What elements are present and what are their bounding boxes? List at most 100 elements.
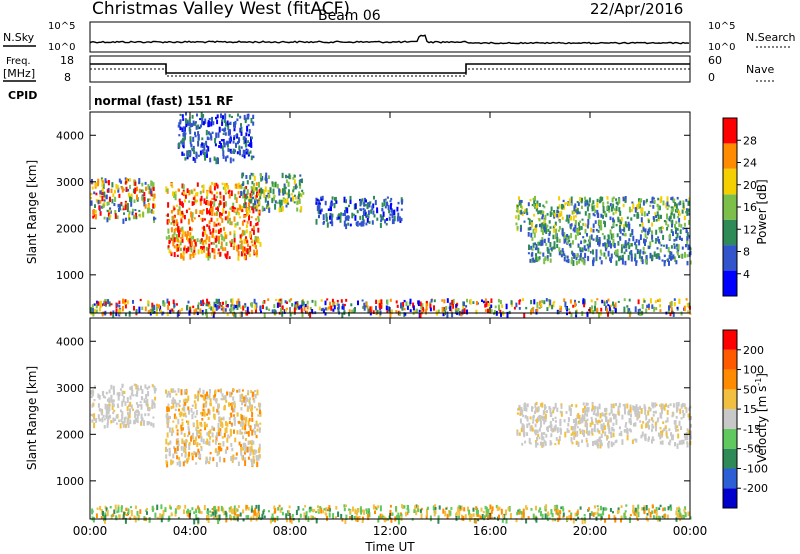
range-cell	[683, 215, 686, 221]
range-cell	[381, 515, 384, 520]
range-cell	[443, 299, 446, 304]
range-cell	[523, 432, 525, 436]
range-cell	[215, 207, 218, 210]
range-cell	[261, 189, 264, 194]
range-cell	[607, 311, 609, 317]
range-cell	[622, 203, 625, 208]
range-cell	[220, 113, 222, 119]
range-cell	[649, 298, 652, 304]
range-cell	[107, 180, 110, 186]
range-cell	[612, 217, 615, 223]
range-cell	[177, 226, 180, 232]
range-cell	[518, 300, 521, 305]
range-cell	[211, 181, 214, 185]
range-cell	[193, 511, 196, 515]
range-cell	[140, 396, 143, 401]
range-cell	[281, 511, 284, 516]
range-cell	[628, 223, 631, 230]
range-cell	[318, 215, 320, 219]
range-cell	[651, 439, 653, 444]
range-cell	[159, 513, 162, 519]
range-cell	[132, 394, 135, 397]
range-cell	[200, 144, 203, 148]
range-cell	[210, 306, 213, 311]
range-cell	[626, 434, 629, 441]
range-cell	[213, 301, 216, 307]
range-cell	[588, 430, 591, 435]
range-cell	[211, 230, 214, 237]
range-cell	[173, 303, 176, 308]
range-cell	[178, 122, 181, 127]
range-cell	[128, 413, 131, 419]
range-cell	[250, 136, 252, 143]
range-cell	[564, 431, 567, 438]
range-cell	[185, 415, 188, 418]
range-cell	[123, 212, 125, 215]
range-cell	[169, 416, 171, 420]
range-cell	[543, 206, 546, 209]
range-cell	[554, 233, 557, 240]
range-cell	[239, 512, 242, 517]
range-cell	[93, 214, 96, 218]
range-cell	[657, 432, 660, 437]
range-cell	[243, 139, 246, 145]
range-cell	[258, 409, 261, 415]
range-cell	[534, 429, 536, 434]
range-cell	[284, 186, 287, 190]
range-cell	[365, 510, 368, 514]
range-cell	[244, 395, 247, 401]
range-cell	[174, 508, 177, 514]
range-cell	[208, 246, 211, 249]
range-cell	[185, 122, 188, 128]
range-cell	[400, 217, 403, 222]
range-cell	[450, 507, 453, 510]
range-cell	[550, 247, 553, 250]
range-cell	[344, 206, 347, 212]
range-cell	[612, 301, 614, 306]
range-cell	[170, 459, 173, 466]
range-cell	[688, 407, 691, 411]
range-cell	[564, 202, 567, 206]
range-cell	[235, 507, 238, 513]
range-cell	[581, 429, 584, 432]
range-cell	[518, 508, 521, 514]
range-cell	[639, 224, 642, 227]
colorbar-swatch	[723, 194, 737, 220]
range-cell	[368, 220, 371, 224]
range-cell	[107, 415, 110, 421]
range-cell	[390, 517, 393, 523]
range-cell	[675, 220, 678, 225]
colorbar-tick-label: -50	[743, 443, 761, 456]
range-cell	[591, 428, 593, 434]
range-cell	[240, 244, 243, 250]
range-cell	[237, 461, 240, 466]
range-cell	[246, 149, 249, 152]
range-cell	[463, 507, 466, 512]
range-cell	[185, 247, 188, 254]
range-cell	[263, 189, 266, 194]
range-cell	[284, 199, 287, 204]
range-cell	[615, 211, 617, 214]
range-cell	[93, 418, 96, 421]
range-cell	[581, 439, 584, 443]
range-cell	[663, 427, 666, 432]
range-cell	[678, 213, 681, 216]
range-cell	[349, 510, 352, 514]
range-cell	[256, 221, 259, 226]
range-cell	[340, 513, 343, 519]
range-cell	[559, 410, 562, 414]
velocity-colorbar-label: Velocity [m s-1]	[754, 373, 769, 463]
range-cell	[320, 299, 323, 302]
range-cell	[106, 404, 109, 410]
range-cell	[409, 298, 412, 305]
range-cell	[235, 197, 238, 203]
range-cell	[354, 203, 357, 210]
range-cell	[615, 260, 618, 266]
range-cell	[419, 312, 422, 318]
range-cell	[319, 210, 322, 215]
range-cell	[542, 204, 545, 207]
range-cell	[644, 409, 647, 415]
range-cell	[216, 299, 219, 305]
range-cell	[215, 435, 218, 442]
